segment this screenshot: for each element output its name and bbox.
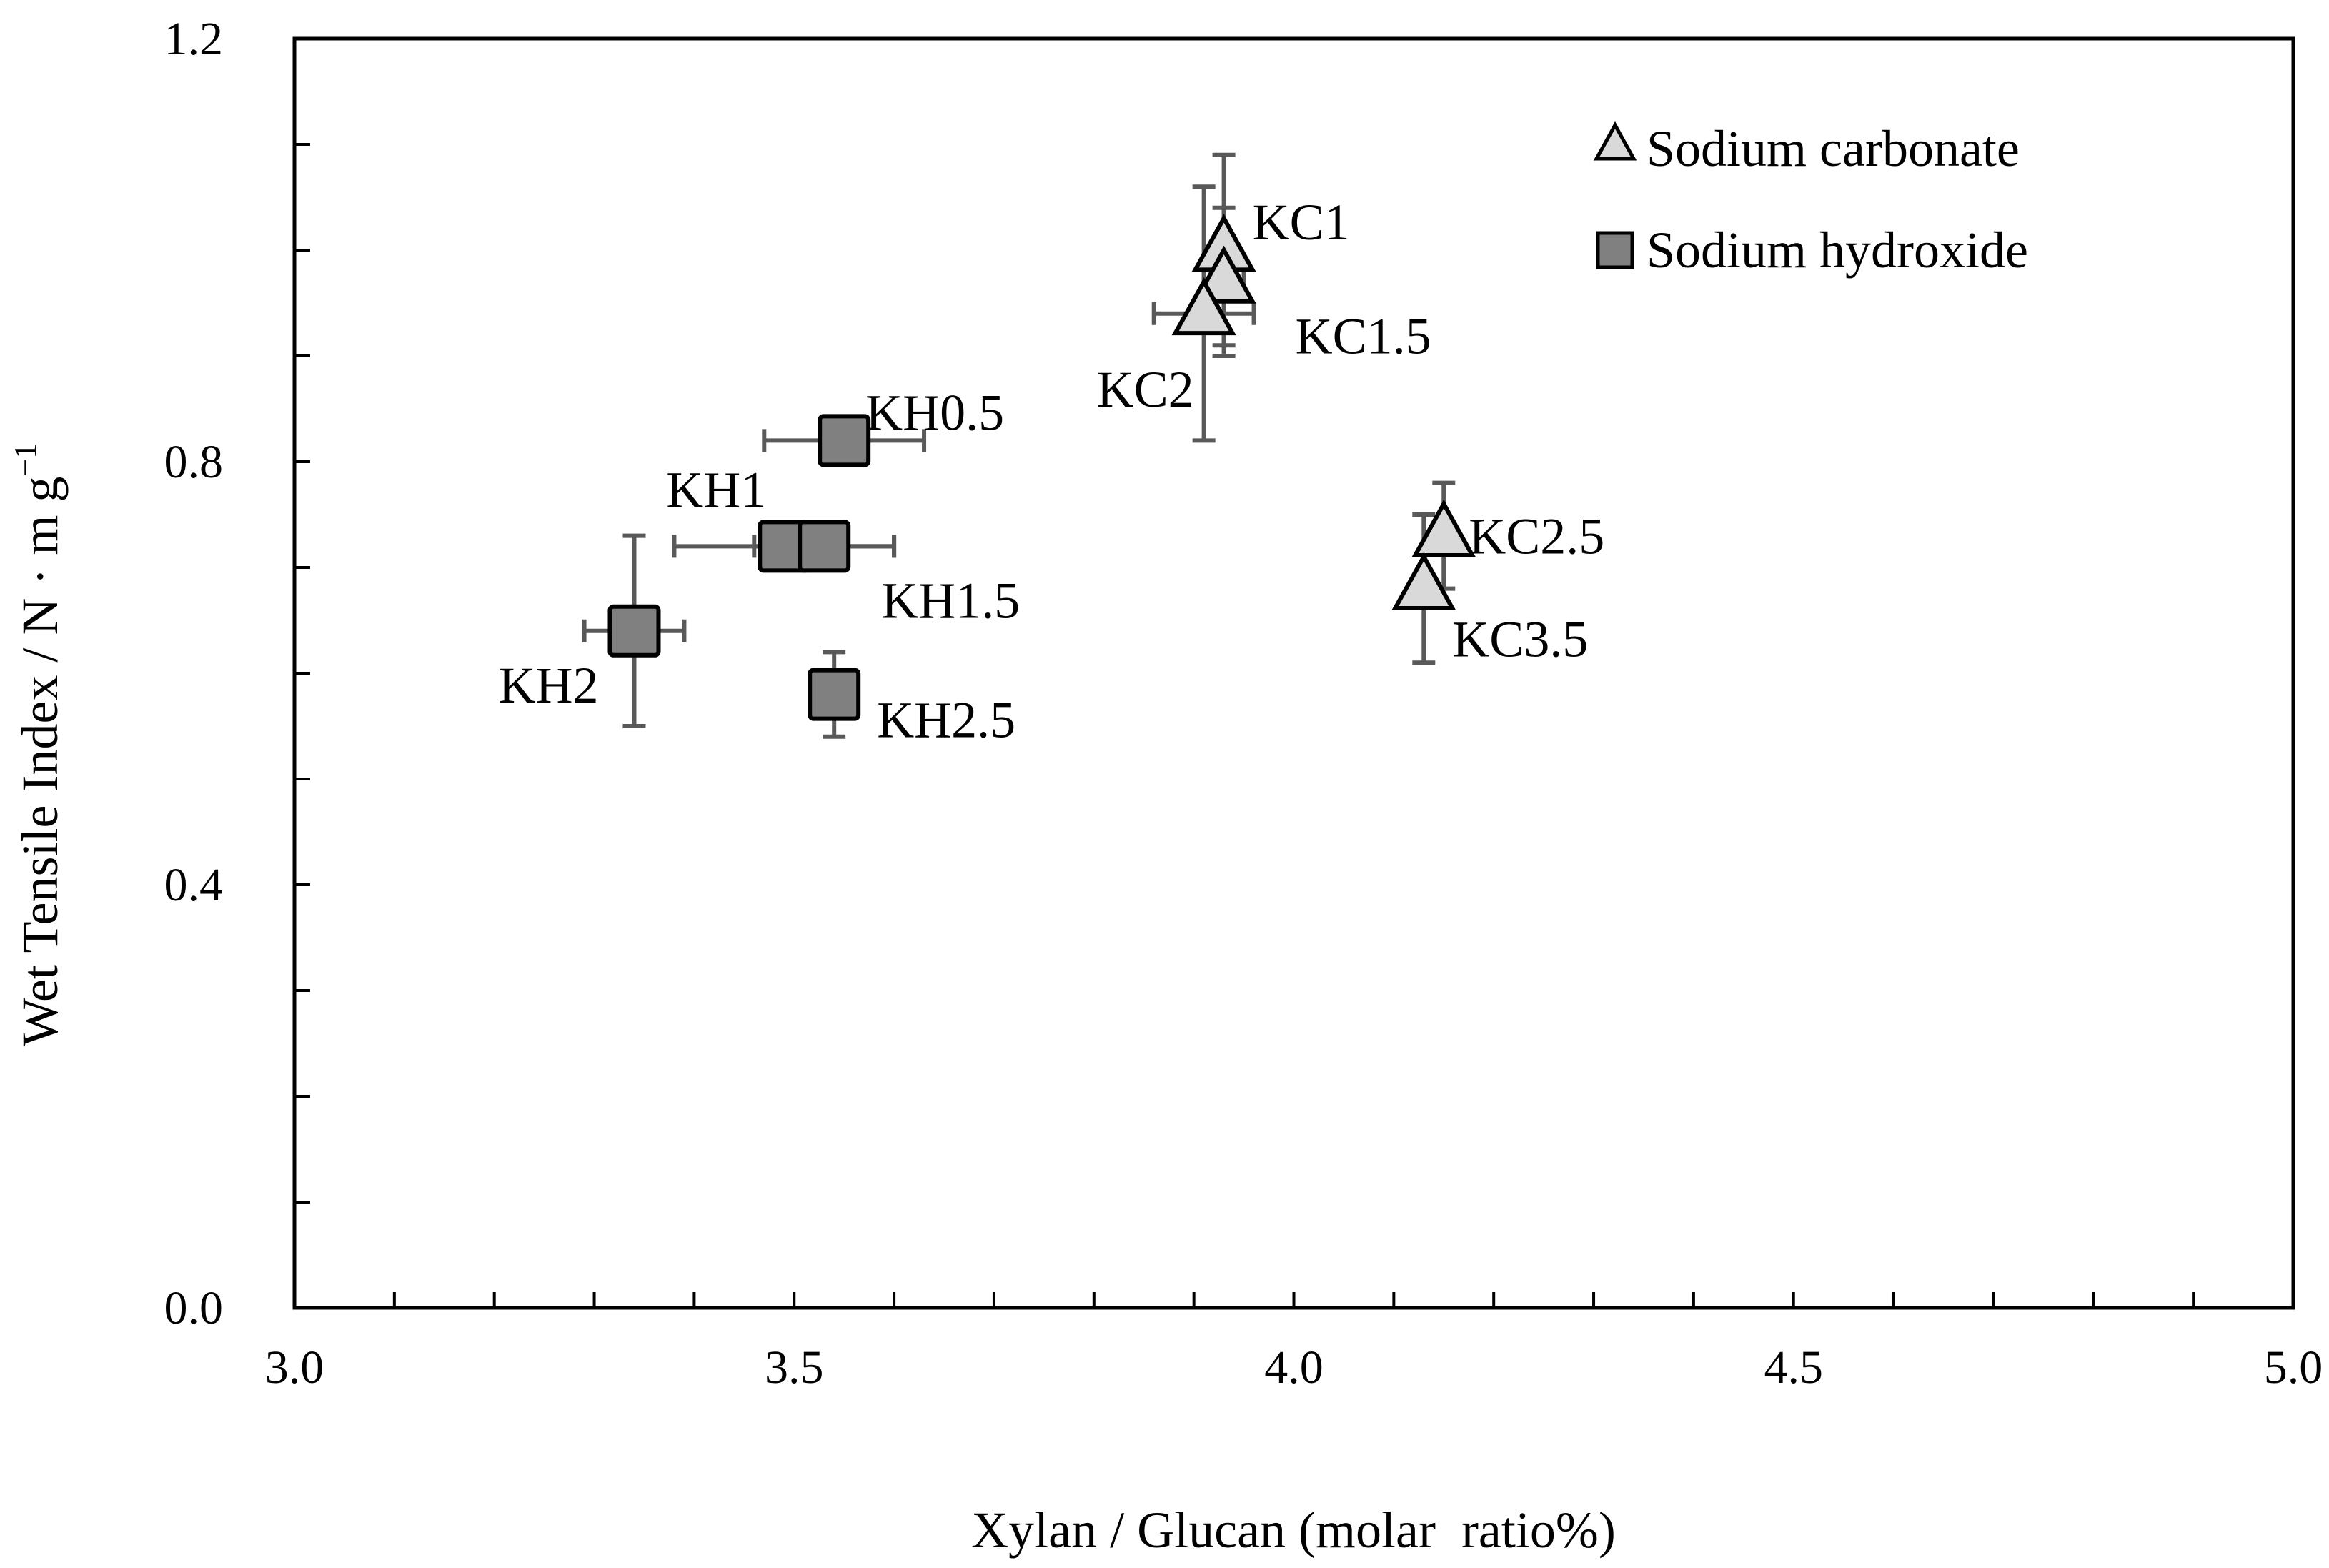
marker-triangle-kc3-5 [1391, 552, 1456, 610]
point-label-kh0-5: KH0.5 [865, 384, 1004, 441]
marker-square-kh0-5 [818, 414, 871, 467]
legend-square-icon [1596, 231, 1634, 269]
x-tick-label-3-5: 3.5 [765, 1341, 824, 1394]
y-tick-label-1-2: 1.2 [164, 13, 224, 65]
y-tick-label-0-8: 0.8 [164, 436, 224, 488]
y-tick-label-0-0: 0.0 [164, 1282, 224, 1334]
x-tick-label-3-0: 3.0 [265, 1341, 324, 1394]
y-tick-label-0-4: 0.4 [164, 859, 224, 911]
point-label-kc1-5: KC1.5 [1296, 307, 1431, 364]
x-axis-label: Xylan / Glucan (molar ratio%) [971, 1502, 1616, 1559]
x-axis-ticks [293, 1292, 2295, 1308]
point-label-kc2-5: KC2.5 [1469, 508, 1604, 565]
point-label-kh2-5: KH2.5 [877, 692, 1015, 749]
point-label-kh1-5: KH1.5 [881, 572, 1020, 629]
marker-square-kh2 [607, 604, 661, 658]
point-label-kc1: KC1 [1253, 194, 1350, 251]
y-axis-tick-labels: 0.0 0.4 0.8 1.2 [164, 13, 224, 1334]
axes: 3.0 3.5 4.0 4.5 5.0 0.0 0.4 0.8 1.2 [164, 13, 2323, 1394]
x-tick-label-4-5: 4.5 [1764, 1341, 1824, 1394]
point-label-kc2: KC2 [1097, 361, 1194, 418]
y-axis-label-superscript: −1 [8, 443, 43, 477]
marker-square-kh1-5 [798, 520, 851, 573]
x-axis-tick-labels: 3.0 3.5 4.0 4.5 5.0 [265, 1341, 2323, 1394]
point-label-kc3-5: KC3.5 [1452, 611, 1588, 668]
data-point-labels: KC1 KC1.5 KC2 KC2.5 KC3.5 KH0.5 KH1 KH1.5 KH2 KH2… [498, 194, 1604, 749]
point-label-kh1: KH1 [666, 461, 766, 518]
y-axis-label-main: Wet Tensile Index / N · m g [11, 477, 69, 1047]
marker-triangle-kc2-5 [1411, 499, 1476, 557]
legend: Sodium carbonate Sodium hydroxide [1593, 120, 2028, 279]
x-tick-label-5-0: 5.0 [2264, 1341, 2323, 1394]
y-axis-ticks [294, 37, 310, 1309]
legend-triangle-icon [1593, 121, 1637, 161]
marker-triangle-kc2 [1171, 277, 1236, 336]
legend-label-sodium-hydroxide: Sodium hydroxide [1647, 222, 2028, 279]
x-tick-label-4-0: 4.0 [1264, 1341, 1324, 1394]
y-axis-label: Wet Tensile Index / N · m g−1 [8, 443, 69, 1047]
legend-label-sodium-carbonate: Sodium carbonate [1647, 120, 2020, 177]
marker-square-kh2-5 [808, 668, 861, 721]
data-markers [607, 214, 1476, 721]
point-label-kh2: KH2 [498, 657, 598, 714]
